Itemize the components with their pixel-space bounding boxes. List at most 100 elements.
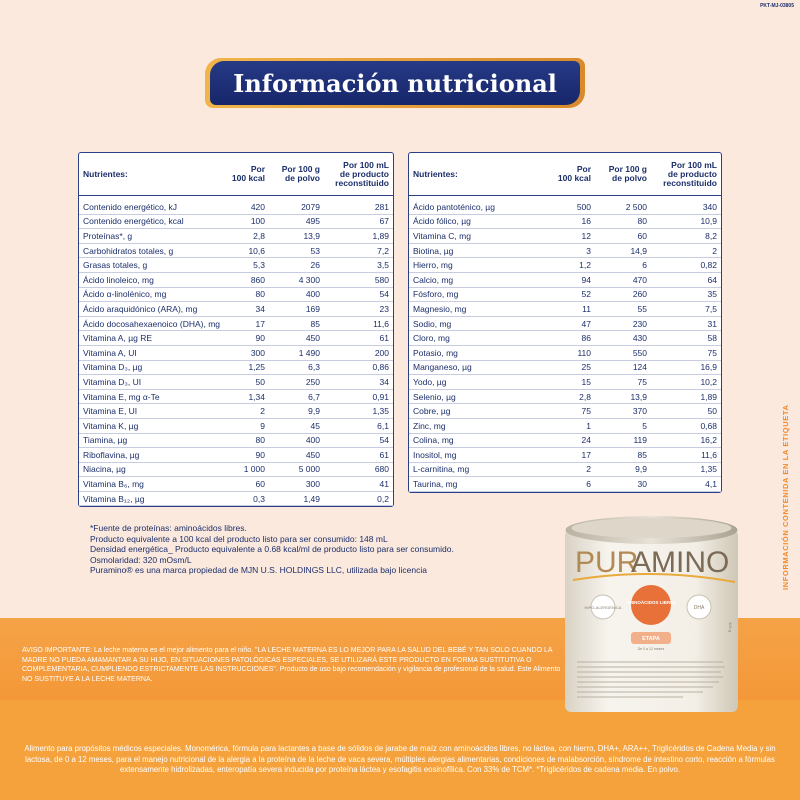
nutrient-value: 5 000 — [269, 462, 324, 478]
nutrient-value: 0,3 — [227, 491, 269, 507]
nutrient-value: 31 — [651, 316, 721, 332]
nutrient-value: 17 — [549, 447, 595, 463]
nutrient-name: Ácido α-linolénico, mg — [79, 287, 227, 303]
nutrient-name: Vitamina B₁₂, µg — [79, 491, 227, 507]
table-row: Cobre, µg 75 370 50 — [409, 403, 721, 419]
nutrient-value: 2079 — [269, 200, 324, 215]
nutrient-value: 25 — [549, 360, 595, 376]
column-header: Por 100 mL de producto reconstituido — [651, 153, 721, 196]
nutrient-value: 34 — [227, 301, 269, 317]
nutrient-value: 1 490 — [269, 345, 324, 361]
nutrient-value: 16,9 — [651, 360, 721, 376]
nutrient-value: 34 — [324, 374, 393, 390]
nutrient-value: 12 — [549, 228, 595, 244]
nutrient-value: 3,5 — [324, 257, 393, 273]
nutrient-value: 9 — [227, 418, 269, 434]
badge-right-label: DHA — [694, 605, 705, 611]
table-row: Vitamina D₃, µg 1,25 6,3 0,86 — [79, 360, 393, 376]
nutrient-name: Hierro, mg — [409, 257, 549, 273]
nutrient-name: Ácido pantoténico, µg — [409, 200, 549, 215]
nutrient-name: Zinc, mg — [409, 418, 549, 434]
nutrient-value: 50 — [227, 374, 269, 390]
nutrient-value: 85 — [269, 316, 324, 332]
table-row: Hierro, mg 1,2 6 0,82 — [409, 257, 721, 273]
orange-lower-band — [0, 700, 800, 800]
side-label: INFORMACIÓN CONTENIDA EN LA ETIQUETA — [781, 404, 790, 590]
nutrient-value: 450 — [269, 330, 324, 346]
nutrient-value: 110 — [549, 345, 595, 361]
nutrient-value: 60 — [227, 476, 269, 492]
table-row: Ácido pantoténico, µg 500 2 500 340 — [409, 200, 721, 215]
nutrient-value: 10,9 — [651, 214, 721, 230]
table-row: Calcio, mg 94 470 64 — [409, 272, 721, 288]
nutrient-value: 124 — [595, 360, 651, 376]
table-row: Fósforo, mg 52 260 35 — [409, 287, 721, 303]
nutrient-value: 80 — [227, 433, 269, 449]
title-banner: Información nutricional — [205, 58, 585, 108]
table-row: Vitamina E, UI 2 9,9 1,35 — [79, 403, 393, 419]
nutrient-value: 0,68 — [651, 418, 721, 434]
table-row: Ácido araquidónico (ARA), mg 34 169 23 — [79, 301, 393, 317]
nutrient-value: 8,2 — [651, 228, 721, 244]
nutrient-value: 0,86 — [324, 360, 393, 376]
nutrient-value: 14,9 — [595, 243, 651, 259]
product-description: Alimento para propósitos médicos especia… — [24, 744, 776, 774]
nutrient-name: Ácido araquidónico (ARA), mg — [79, 301, 227, 317]
nutrient-value: 50 — [651, 403, 721, 419]
nutrient-name: Vitamina E, mg α-Te — [79, 389, 227, 405]
table-row: Selenio, µg 2,8 13,9 1,89 — [409, 389, 721, 405]
table-row: Vitamina D₃, UI 50 250 34 — [79, 374, 393, 390]
table-row: Vitamina C, mg 12 60 8,2 — [409, 228, 721, 244]
nutrition-table-left: Nutrientes: Por 100 kcal Por 100 g de polvo P… — [78, 152, 394, 508]
nutrient-name: Niacina, µg — [79, 462, 227, 478]
product-code: PKT-MJ-03805 — [760, 3, 794, 9]
nutrient-value: 1,34 — [227, 389, 269, 405]
nutrient-value: 1,35 — [324, 403, 393, 419]
nutrient-value: 2 — [651, 243, 721, 259]
nutrient-value: 1,2 — [549, 257, 595, 273]
table-row: Manganeso, µg 25 124 16,9 — [409, 360, 721, 376]
nutrient-value: 6,3 — [269, 360, 324, 376]
nutrient-value: 6,7 — [269, 389, 324, 405]
nutrient-value: 5 — [595, 418, 651, 434]
column-header: Por 100 g de polvo — [269, 153, 324, 196]
nutrient-name: Selenio, µg — [409, 389, 549, 405]
nutrient-value: 45 — [269, 418, 324, 434]
product-can-image: PUR AMINO HIPO-ALERGÉNICA AMINOÁCIDOS LI… — [565, 516, 738, 712]
nutrient-value: 4,1 — [651, 476, 721, 492]
nutrient-value: 200 — [324, 345, 393, 361]
footnote-trademark: Puramino® es una marca propiedad de MJN … — [90, 565, 427, 575]
nutrient-value: 2,8 — [227, 228, 269, 244]
nutrient-value: 67 — [324, 214, 393, 230]
nutrient-value: 100 — [227, 214, 269, 230]
nutrient-value: 430 — [595, 330, 651, 346]
nutrient-value: 30 — [595, 476, 651, 492]
table-row: Ácido docosahexaenoico (DHA), mg 17 85 11,6 — [79, 316, 393, 332]
nutrient-name: Proteínas*, g — [79, 228, 227, 244]
nutrient-value: 495 — [269, 214, 324, 230]
nutrient-name: Ácido fólico, µg — [409, 214, 549, 230]
nutrient-name: Contenido energético, kcal — [79, 214, 227, 230]
nutrient-value: 11,6 — [651, 447, 721, 463]
nutrient-value: 119 — [595, 433, 651, 449]
nutrient-value: 11,6 — [324, 316, 393, 332]
nutrient-value: 2 — [227, 403, 269, 419]
nutrient-value: 61 — [324, 330, 393, 346]
nutrient-value: 1,89 — [651, 389, 721, 405]
nutrient-value: 169 — [269, 301, 324, 317]
badge-dha-icon — [686, 594, 712, 620]
table-row: Potasio, mg 110 550 75 — [409, 345, 721, 361]
table-row: Sodio, mg 47 230 31 — [409, 316, 721, 332]
column-header: Por 100 mL de producto reconstituido — [324, 153, 393, 196]
stage-sub: De 0 a 12 meses — [638, 647, 665, 651]
nutrient-name: Inositol, mg — [409, 447, 549, 463]
nutrient-value: 52 — [549, 287, 595, 303]
nutrient-value: 450 — [269, 447, 324, 463]
nutrient-name: Taurina, mg — [409, 476, 549, 492]
nutrient-value: 16,2 — [651, 433, 721, 449]
nutrient-name: Fósforo, mg — [409, 287, 549, 303]
table-row: Ácido linoleico, mg 860 4 300 580 — [79, 272, 393, 288]
badge-left-label: HIPO-ALERGÉNICA — [585, 605, 622, 610]
nutrient-value: 7,2 — [324, 243, 393, 259]
nutrient-value: 3 — [549, 243, 595, 259]
